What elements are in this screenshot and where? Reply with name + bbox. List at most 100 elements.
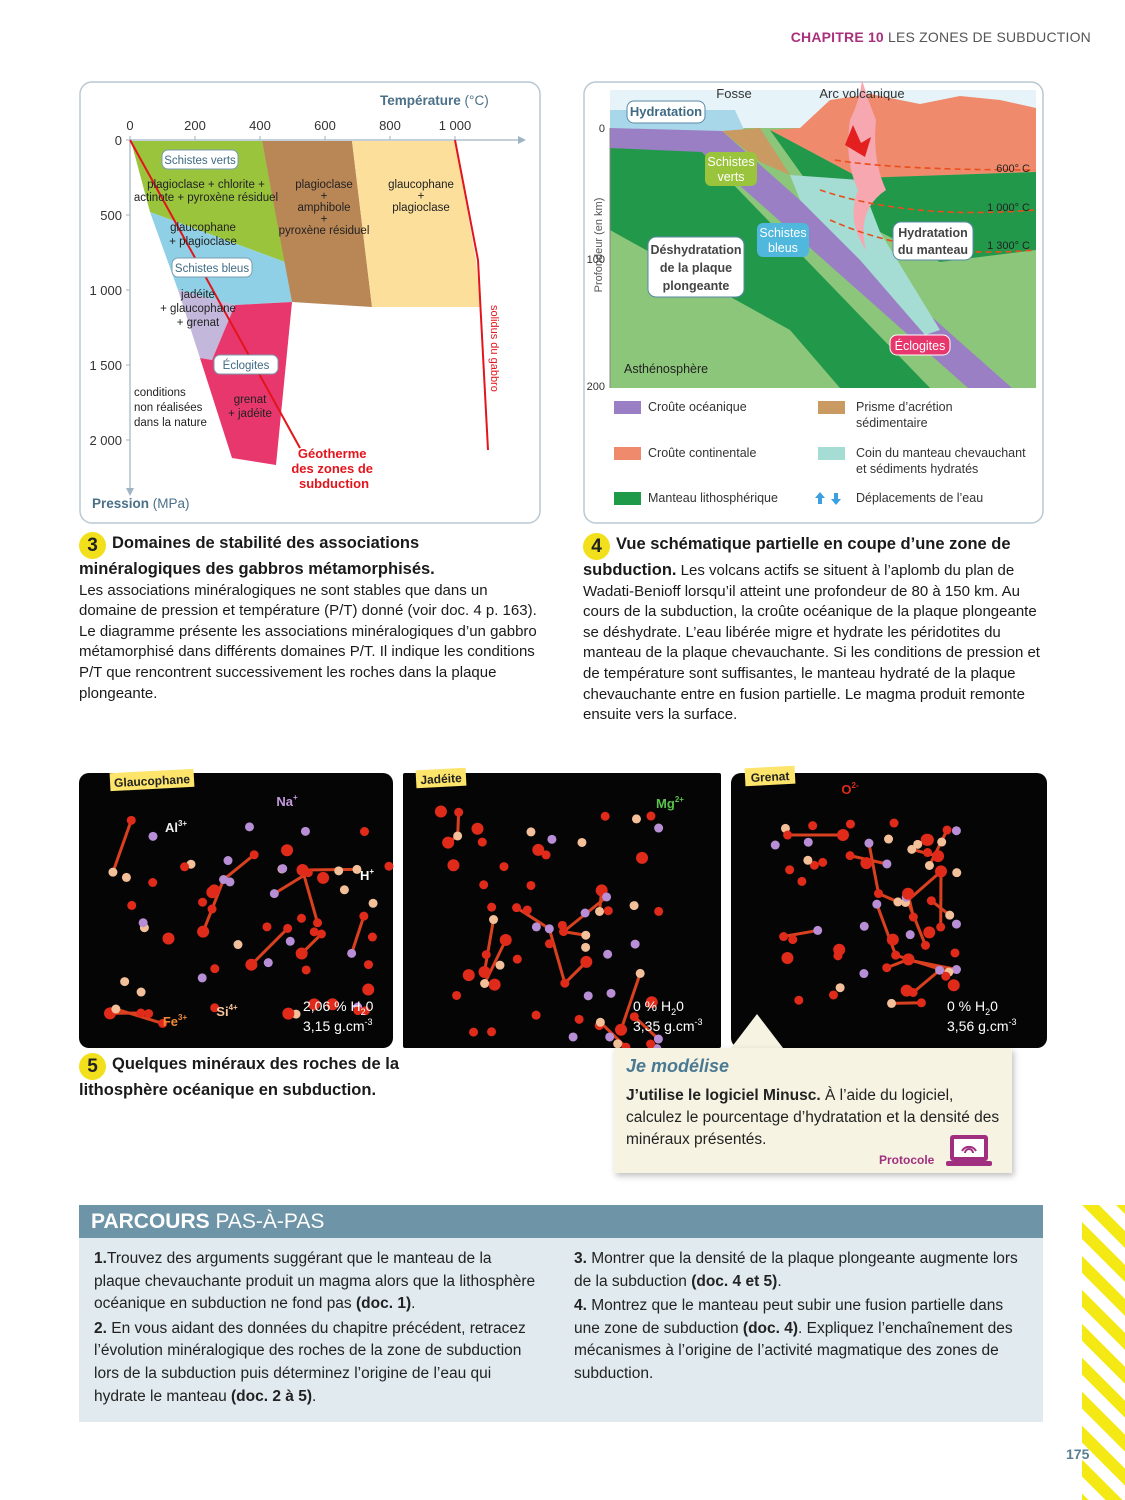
atom: [206, 886, 219, 899]
atom: [581, 942, 591, 952]
atom: [886, 933, 899, 946]
atom: [244, 822, 254, 832]
ion-symbol: O: [841, 782, 851, 797]
legend-label: Croûte continentale: [648, 446, 756, 460]
atom: [629, 901, 639, 911]
region-line: pyroxène résiduel: [279, 225, 370, 237]
label-line: Déshydratation: [651, 243, 742, 257]
atom: [296, 913, 306, 923]
atom: [864, 838, 874, 848]
density: 3,35 g.cm-3: [633, 1017, 703, 1034]
facies-box: [213, 354, 279, 375]
atom: [803, 855, 813, 865]
bond: [350, 915, 366, 954]
ion-symbol: Al: [165, 820, 178, 835]
x-tick-label: 200: [184, 118, 206, 133]
depth-axis-label: Profondeur (en km): [593, 198, 605, 293]
atom: [605, 1032, 615, 1042]
bond: [301, 869, 319, 924]
isotherm-label: 1 000° C: [987, 202, 1030, 214]
atom: [499, 934, 512, 947]
atom: [295, 947, 308, 960]
atom: [512, 903, 522, 913]
deshydratation-label: Déshydratation de la plaque plongeante: [651, 243, 742, 293]
atom: [654, 906, 664, 916]
atom: [207, 904, 217, 914]
region-line: amphibole: [297, 202, 350, 214]
atom: [352, 864, 362, 874]
atom: [902, 953, 915, 966]
title-light: PAS-À-PAS: [209, 1210, 325, 1233]
atom: [781, 952, 794, 965]
region-label: plagioclase + amphibole + pyroxène résiduel: [279, 179, 370, 237]
atom: [309, 927, 319, 937]
region-line: +: [321, 214, 328, 226]
tag: Jadéite: [415, 767, 467, 789]
bond: [515, 906, 551, 931]
region-line: plagioclase: [392, 202, 450, 214]
atom: [301, 965, 311, 975]
solidus-line: [454, 139, 489, 451]
x-axis-title: Température (°C): [380, 93, 489, 108]
legend-line: Croûte continentale: [648, 446, 756, 460]
atom: [512, 954, 522, 964]
chapter-number: CHAPITRE 10: [790, 29, 884, 45]
ion-label: Al3+: [165, 819, 187, 835]
water-main: 0 % H: [947, 998, 985, 1014]
region-label: jadéite + glaucophane + grenat: [160, 289, 236, 329]
isotherm-600: [834, 159, 1036, 171]
atom: [245, 958, 258, 971]
bond: [867, 842, 880, 894]
atom: [120, 977, 130, 987]
atom: [541, 850, 551, 860]
legend-line: et sédiments hydratés: [856, 462, 978, 476]
bond: [273, 871, 310, 895]
atom: [316, 929, 326, 939]
region-label: conditions non réalisées dans la nature: [134, 387, 207, 429]
ion-label: Na+: [276, 793, 298, 809]
atom: [453, 831, 463, 841]
question-text: Montrez que le manteau peut subir une fu…: [574, 1297, 1004, 1337]
atom: [882, 963, 892, 973]
atom: [580, 908, 590, 918]
ion-charge: 3+: [178, 819, 187, 828]
atom: [477, 837, 487, 847]
atom: [368, 898, 378, 908]
modelise-bold: J’utilise le logiciel Minusc.: [626, 1087, 821, 1104]
atom: [577, 837, 587, 847]
legend-label: Prisme d’acrétion sédimentaire: [856, 400, 953, 430]
y-arrow: [126, 488, 134, 496]
atom: [887, 998, 897, 1008]
atom: [797, 876, 807, 886]
legend-label: Croûte océanique: [648, 400, 747, 414]
x-tick-label: 400: [249, 118, 271, 133]
x-tick-label: 600: [314, 118, 336, 133]
atom: [583, 991, 593, 1001]
label-line: bleus: [768, 241, 798, 255]
question-text: Montrer que la densité de la plaque plon…: [574, 1250, 1018, 1290]
region-line: glaucophane: [388, 179, 454, 191]
bond: [891, 1001, 922, 1005]
region-label: glaucophane + plagioclase: [388, 179, 454, 214]
atom: [233, 940, 243, 950]
atom: [162, 932, 175, 945]
question: 2. En vous aidant des données du chapitr…: [94, 1318, 542, 1408]
atom: [770, 840, 780, 850]
modelise-box: Je modélise J’utilise le logiciel Minusc…: [614, 1048, 1012, 1173]
region-line: glaucophane: [170, 222, 236, 234]
tag-bg: [415, 767, 467, 789]
atom: [803, 837, 813, 847]
tag: Grenat: [744, 765, 796, 787]
modelise-body: À l’aide du logiciel, calculez le pource…: [626, 1087, 1000, 1148]
atom: [522, 905, 532, 915]
doc-number: 4: [583, 533, 610, 560]
ion-label: Mg2+: [656, 795, 684, 811]
question-text: . Expliquez l’enchaînement des mécanisme…: [574, 1319, 1013, 1382]
protocole-link[interactable]: Protocole: [879, 1153, 935, 1167]
atom: [884, 834, 894, 844]
arc-label: Arc volcanique: [819, 86, 904, 101]
atom: [874, 889, 884, 899]
atom: [893, 897, 903, 907]
atom: [635, 968, 645, 978]
question: 3. Montrer que la densité de la plaque p…: [574, 1248, 1024, 1293]
